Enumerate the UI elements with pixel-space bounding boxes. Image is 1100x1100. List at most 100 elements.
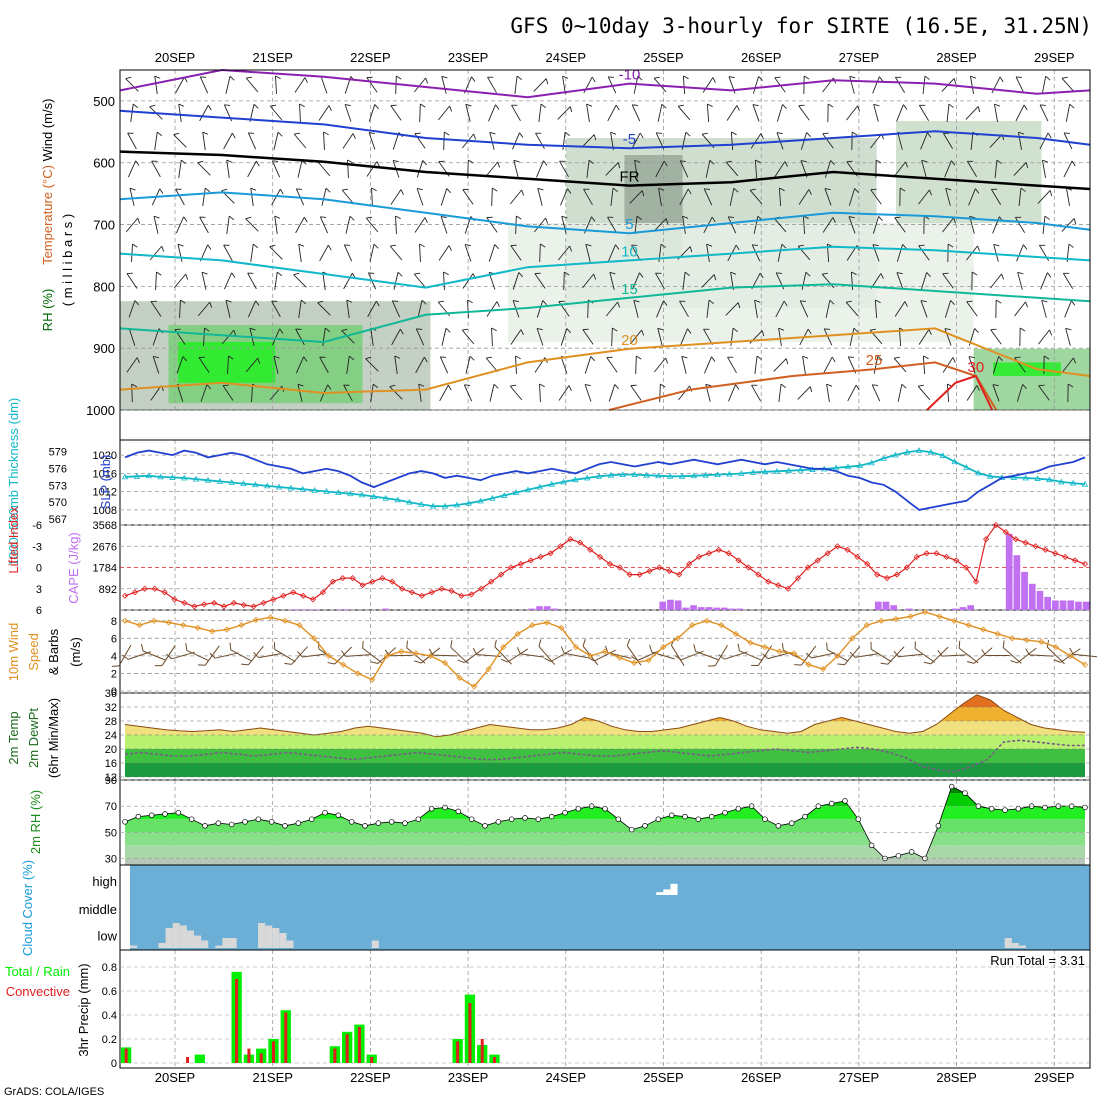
- barb-shaft: [752, 76, 760, 94]
- wind-barb: [966, 160, 978, 177]
- thk-point: [264, 482, 271, 489]
- barb-shaft: [637, 650, 660, 661]
- li-point: [992, 521, 999, 529]
- li-tick: 6: [36, 605, 42, 617]
- barb-flag: [197, 160, 204, 164]
- contour-5: [119, 191, 1091, 235]
- wind-barb: [131, 383, 138, 403]
- ylabel-temp: Temperature (°C): [40, 165, 55, 265]
- thk-point: [856, 462, 863, 469]
- contour-10: [119, 245, 1091, 289]
- li-point: [814, 557, 821, 564]
- barb-shaft: [1061, 78, 1075, 92]
- thk-point: [726, 470, 733, 477]
- wind-barb: [968, 188, 980, 206]
- li-point: [854, 553, 861, 560]
- li-point: [596, 553, 604, 560]
- thk-point: [489, 494, 496, 501]
- barb-shaft: [250, 188, 254, 206]
- wind-speed-point: [1067, 652, 1074, 659]
- barb-flag: [785, 358, 789, 365]
- rh-point: [348, 819, 355, 825]
- barb-shaft: [754, 356, 758, 374]
- barb-flag: [299, 103, 305, 108]
- barb-shaft: [539, 243, 541, 263]
- barb-shaft: [631, 104, 641, 122]
- low-cloud-bar: [186, 930, 194, 948]
- wind-barb: [918, 189, 933, 205]
- barb-flag: [587, 656, 595, 662]
- wind-barb: [127, 132, 137, 150]
- wind-barb: [942, 272, 954, 289]
- barb-flag: [583, 188, 590, 190]
- barb-shaft: [177, 244, 183, 262]
- rh-point: [802, 813, 808, 820]
- barb-flag: [953, 78, 957, 85]
- barb-shaft: [564, 652, 588, 659]
- barb-flag: [249, 327, 256, 331]
- thk-point: [252, 481, 259, 488]
- wind-barb: [777, 243, 787, 262]
- slp-tick: 1020: [93, 450, 117, 462]
- wind-speed-point: [892, 615, 899, 623]
- barb-flag: [154, 75, 161, 79]
- wind-barb: [250, 187, 257, 206]
- wind10m-barb: [1010, 647, 1037, 664]
- wind-barb: [581, 134, 597, 148]
- barb-flag: [390, 104, 397, 107]
- barb-flag: [297, 383, 304, 387]
- cape-bar: [536, 606, 543, 610]
- barb-flag: [776, 132, 783, 135]
- rh-point: [655, 816, 662, 822]
- wind-speed-point: [223, 626, 230, 633]
- wind-barb: [225, 299, 232, 318]
- barb-flag: [654, 76, 660, 79]
- barb-shaft: [798, 189, 810, 205]
- wind-barb: [366, 76, 378, 93]
- barb-flag: [296, 188, 303, 190]
- wind-barb: [1040, 272, 1052, 290]
- barb-shaft: [126, 273, 138, 289]
- barb-flag: [447, 384, 452, 391]
- barb-flag: [141, 643, 144, 652]
- barb-flag: [344, 104, 351, 107]
- wind-barb: [775, 300, 788, 318]
- wind-barb: [679, 160, 689, 178]
- barb-shaft: [946, 104, 950, 122]
- temp-tick: 24: [105, 730, 117, 742]
- barb-flag: [295, 328, 302, 330]
- barb-flag: [1039, 244, 1046, 246]
- barb-flag: [1018, 131, 1025, 135]
- wind-barb: [944, 328, 952, 346]
- wind-barb: [947, 243, 954, 263]
- wind-barb: [894, 301, 908, 317]
- barb-shaft: [489, 132, 495, 150]
- barb-flag: [1015, 216, 1022, 218]
- barb-shaft: [295, 328, 305, 346]
- wind-barb: [726, 105, 740, 121]
- wind-barb: [130, 103, 139, 122]
- barb-flag: [303, 216, 308, 223]
- barb-shaft: [485, 161, 499, 177]
- barb-flag: [224, 104, 231, 106]
- rh-point: [295, 820, 302, 826]
- wind-barb: [439, 356, 449, 374]
- wind-barb: [730, 131, 737, 151]
- pressure-tick: 800: [93, 279, 115, 294]
- wind-barb: [682, 75, 689, 95]
- wind-barb: [776, 104, 787, 122]
- wind-speed-point: [601, 648, 609, 655]
- barb-flag: [634, 159, 641, 163]
- barb-shaft: [171, 651, 195, 660]
- barb-flag: [500, 658, 508, 663]
- barb-shaft: [299, 103, 301, 123]
- barb-shaft: [511, 104, 521, 122]
- ylabel-rh2m: 2m RH (%): [28, 790, 43, 854]
- barb-shaft: [465, 356, 471, 374]
- wind-barb: [897, 383, 907, 402]
- wind-barb: [415, 356, 428, 374]
- barb-shaft: [441, 328, 447, 346]
- barb-shaft: [202, 132, 206, 150]
- barb-shaft: [225, 300, 231, 318]
- wind-barb: [797, 386, 813, 400]
